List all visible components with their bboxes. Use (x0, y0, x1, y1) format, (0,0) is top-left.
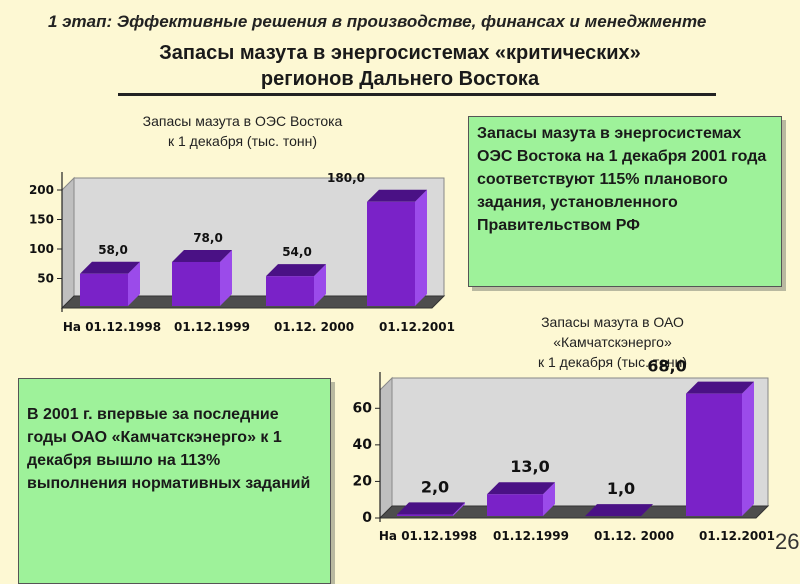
stage-heading: 1 этап: Эффективные решения в производст… (48, 12, 707, 31)
page-number: 26 (775, 529, 800, 554)
kam-bar-top (487, 482, 555, 495)
kam-chart: 0 20 40 60 2,0 На 01.12.1998 13,0 01.12.1999 1,0… (353, 357, 775, 543)
kam-data-label: 1,0 (607, 479, 635, 498)
oes-bar-top (266, 264, 326, 277)
oes-x-tick-label: 01.12.1999 (174, 320, 250, 334)
oes-data-label: 180,0 (327, 171, 365, 185)
kam-bar-top (585, 504, 653, 517)
kam-data-label: 2,0 (421, 477, 449, 496)
title-underline (118, 93, 716, 96)
kam-data-label: 68,0 (647, 357, 686, 376)
kam-y-tick-label: 0 (362, 510, 372, 526)
kam-bar-front (487, 494, 543, 516)
kam-y-tick-label: 20 (353, 473, 373, 489)
oes-note-text: Запасы мазута в энергосистемах ОЭС Восто… (477, 125, 767, 234)
oes-bar-front (80, 273, 128, 306)
kam-note-text: В 2001 г. впервые за последние годы ОАО … (27, 406, 311, 492)
kam-x-tick-label: 01.12. 2000 (594, 529, 674, 543)
oes-bar-front (266, 276, 314, 306)
oes-x-tick-label: 01.12. 2000 (274, 320, 354, 334)
oes-bar (266, 264, 326, 306)
kam-note-box: В 2001 г. впервые за последние годы ОАО … (18, 378, 331, 584)
oes-y-tick-label: 150 (29, 213, 54, 227)
oes-y-tick-label: 200 (29, 183, 54, 197)
oes-bar-side (220, 249, 232, 306)
kam-bar (487, 482, 555, 516)
oes-bar-top (172, 249, 232, 262)
kam-bar (585, 504, 653, 517)
kam-bar-top (397, 502, 465, 515)
oes-floor (60, 295, 446, 309)
oes-note-box: Запасы мазута в энергосистемах ОЭС Восто… (468, 116, 782, 287)
kam-bar-top (686, 381, 754, 394)
oes-bar (80, 261, 140, 306)
oes-data-label: 54,0 (282, 245, 312, 259)
oes-bar-top (367, 189, 427, 202)
oes-y-tick-label: 50 (37, 272, 54, 286)
oes-data-label: 78,0 (193, 231, 223, 245)
kam-floor (378, 505, 770, 519)
oes-bar-side (415, 189, 427, 306)
kam-bar-side (543, 482, 555, 516)
kam-bar (397, 502, 465, 516)
page-title: Запасы мазута в энергосистемах «критичес… (80, 40, 720, 92)
oes-x-tick-label: На 01.12.1998 (63, 320, 161, 334)
oes-bar-side (128, 261, 140, 306)
kam-bar (686, 381, 754, 516)
kam-left-wall (379, 376, 393, 520)
kam-chart-title-line-3: к 1 декабря (тыс. тонн) (537, 354, 688, 370)
kam-y-tick-label: 60 (353, 400, 373, 416)
oes-chart-title: Запасы мазута в ОЭС Востока к 1 декабря … (60, 111, 425, 151)
oes-chart-title-line-1: Запасы мазута в ОЭС Востока (142, 113, 343, 129)
page-title-line-2: регионов Дальнего Востока (260, 68, 540, 90)
oes-bar-front (172, 261, 220, 306)
kam-bar-front (686, 393, 742, 516)
oes-chart: 50 100 150 200 58,0 На 01.12.1998 78,0 01.12.19… (29, 171, 455, 334)
kam-chart-title-line-1: Запасы мазута в ОАО (541, 314, 684, 330)
kam-bar-side (742, 381, 754, 516)
oes-x-tick-label: 01.12.2001 (379, 320, 455, 334)
kam-x-tick-label: На 01.12.1998 (379, 529, 477, 543)
kam-chart-title-line-2: «Камчатскэнерго» (553, 334, 672, 350)
oes-bar-front (367, 201, 415, 306)
kam-y-tick-label: 40 (353, 437, 373, 453)
oes-chart-title-line-2: к 1 декабря (тыс. тонн) (167, 133, 318, 149)
oes-bar-top (80, 261, 140, 274)
oes-bar-side (314, 264, 326, 306)
kam-bar-side (453, 502, 465, 516)
kam-chart-title: Запасы мазута в ОАО «Камчатскэнерго» к 1… (450, 312, 775, 372)
oes-bar (172, 249, 232, 306)
page-title-line-1: Запасы мазута в энергосистемах «критичес… (159, 42, 641, 64)
kam-bar-front (397, 514, 453, 516)
oes-bar (367, 189, 427, 306)
kam-data-label: 13,0 (510, 457, 549, 476)
oes-data-label: 58,0 (98, 243, 128, 257)
oes-y-tick-label: 100 (29, 242, 54, 256)
kam-x-tick-label: 01.12.2001 (699, 529, 775, 543)
kam-x-tick-label: 01.12.1999 (493, 529, 569, 543)
